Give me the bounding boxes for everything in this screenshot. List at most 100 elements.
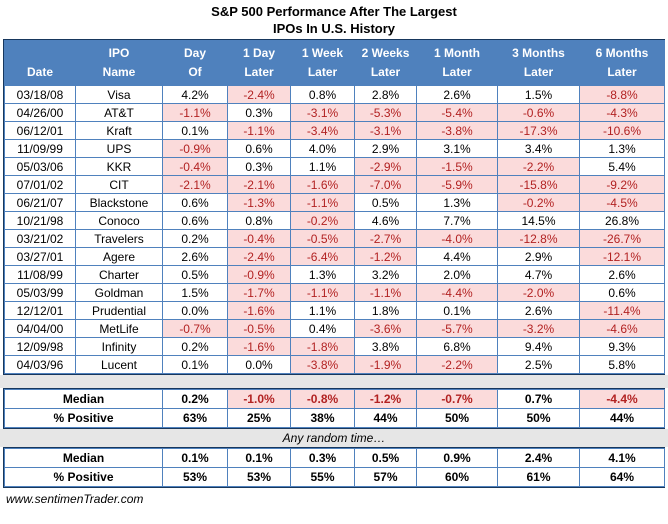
date-cell: 05/03/06 (4, 157, 76, 176)
col-header-3-months: 3 Months Later (497, 40, 580, 86)
value-cell: -3.6% (354, 319, 417, 338)
date-cell: 12/12/01 (4, 301, 76, 320)
table-row: 03/18/08 Visa 4.2% -2.4% 0.8% 2.8% 2.6% 1.5% -8.… (4, 85, 665, 104)
summary-value-cell: 0.3% (290, 448, 355, 468)
value-cell: 1.3% (579, 139, 665, 158)
date-cell: 04/26/00 (4, 103, 76, 122)
value-cell: 2.9% (497, 247, 580, 266)
summary-value-cell: 61% (497, 467, 580, 487)
table-row: 05/03/99 Goldman 1.5% -1.7% -1.1% -1.1% -4.4% -… (4, 283, 665, 302)
value-cell: -2.0% (497, 283, 580, 302)
date-cell: 10/21/98 (4, 211, 76, 230)
ipo-name-cell: UPS (75, 139, 163, 158)
value-cell: -2.1% (227, 175, 291, 194)
table-row: 11/08/99 Charter 0.5% -0.9% 1.3% 3.2% 2.0% 4.7%… (4, 265, 665, 284)
ipo-name-cell: Kraft (75, 121, 163, 140)
col-header-1-month: 1 Month Later (416, 40, 498, 86)
col-header-6-months: 6 Months Later (579, 40, 665, 86)
value-cell: -1.6% (227, 301, 291, 320)
value-cell: 1.3% (290, 265, 355, 284)
value-cell: -1.7% (227, 283, 291, 302)
value-cell: 1.1% (290, 301, 355, 320)
date-cell: 07/01/02 (4, 175, 76, 194)
summary-value-cell: 53% (227, 467, 291, 487)
value-cell: -5.3% (354, 103, 417, 122)
summary-value-cell: -1.0% (227, 389, 291, 409)
value-cell: 0.1% (162, 121, 228, 140)
value-cell: 0.0% (162, 301, 228, 320)
value-cell: -10.6% (579, 121, 665, 140)
summary-value-cell: 57% (354, 467, 417, 487)
ipo-name-cell: Blackstone (75, 193, 163, 212)
value-cell: -4.6% (579, 319, 665, 338)
value-cell: -1.1% (290, 283, 355, 302)
value-cell: -15.8% (497, 175, 580, 194)
col-header-day-of: Day Of (162, 40, 228, 86)
value-cell: -3.2% (497, 319, 580, 338)
value-cell: -1.1% (290, 193, 355, 212)
ipo-name-cell: Prudential (75, 301, 163, 320)
ipo-name-cell: MetLife (75, 319, 163, 338)
table-row: 10/21/98 Conoco 0.6% 0.8% -0.2% 4.6% 7.7% 14.5%… (4, 211, 665, 230)
value-cell: 0.1% (416, 301, 498, 320)
summary-value-cell: 25% (227, 408, 291, 428)
value-cell: 1.3% (416, 193, 498, 212)
table-row: 03/21/02 Travelers 0.2% -0.4% -0.5% -2.7% -4.0… (4, 229, 665, 248)
value-cell: 0.2% (162, 229, 228, 248)
value-cell: 9.3% (579, 337, 665, 356)
value-cell: -4.3% (579, 103, 665, 122)
date-cell: 04/03/96 (4, 355, 76, 374)
value-cell: -4.0% (416, 229, 498, 248)
value-cell: 0.6% (162, 193, 228, 212)
summary-value-cell: 2.4% (497, 448, 580, 468)
summary-value-cell: 50% (497, 408, 580, 428)
summary-value-cell: 44% (579, 408, 665, 428)
summary-label-cell: % Positive (4, 408, 163, 428)
date-cell: 03/18/08 (4, 85, 76, 104)
ipo-name-cell: Travelers (75, 229, 163, 248)
table-row: 04/03/96 Lucent 0.1% 0.0% -3.8% -1.9% -2.2% 2.5… (4, 355, 665, 374)
value-cell: 3.4% (497, 139, 580, 158)
summary-value-cell: 44% (354, 408, 417, 428)
summary-value-cell: 0.2% (162, 389, 228, 409)
date-cell: 05/03/99 (4, 283, 76, 302)
value-cell: 0.0% (227, 355, 291, 374)
value-cell: 0.8% (227, 211, 291, 230)
value-cell: -6.4% (290, 247, 355, 266)
page-title-line1: S&P 500 Performance After The Largest (211, 4, 457, 19)
value-cell: 6.8% (416, 337, 498, 356)
summary-row: % Positive 63% 25% 38% 44% 50% 50% 44% (4, 408, 665, 428)
col-header-1-week: 1 Week Later (290, 40, 355, 86)
value-cell: -2.2% (416, 355, 498, 374)
value-cell: -8.8% (579, 85, 665, 104)
summary-value-cell: 0.1% (227, 448, 291, 468)
table-row: 05/03/06 KKR -0.4% 0.3% 1.1% -2.9% -1.5% -2.2% 5… (4, 157, 665, 176)
summary-label-cell: Median (4, 448, 163, 468)
page-title: S&P 500 Performance After The Largest IP… (0, 0, 668, 37)
ipo-name-cell: KKR (75, 157, 163, 176)
ipo-name-cell: Infinity (75, 337, 163, 356)
ipo-name-cell: Lucent (75, 355, 163, 374)
value-cell: -1.9% (354, 355, 417, 374)
summary-value-cell: -1.2% (354, 389, 417, 409)
value-cell: 0.6% (162, 211, 228, 230)
value-cell: -3.1% (290, 103, 355, 122)
value-cell: -5.9% (416, 175, 498, 194)
date-cell: 06/12/01 (4, 121, 76, 140)
summary-value-cell: 55% (290, 467, 355, 487)
table-row: 07/01/02 CIT -2.1% -2.1% -1.6% -7.0% -5.9% -15.… (4, 175, 665, 194)
col-header-date: Date (4, 40, 76, 86)
date-cell: 04/04/00 (4, 319, 76, 338)
date-cell: 11/09/99 (4, 139, 76, 158)
value-cell: 0.8% (290, 85, 355, 104)
value-cell: -5.7% (416, 319, 498, 338)
value-cell: -1.1% (354, 283, 417, 302)
value-cell: -0.7% (162, 319, 228, 338)
value-cell: 9.4% (497, 337, 580, 356)
value-cell: 7.7% (416, 211, 498, 230)
table-row: 06/12/01 Kraft 0.1% -1.1% -3.4% -3.1% -3.8% -17… (4, 121, 665, 140)
value-cell: 0.6% (579, 283, 665, 302)
value-cell: -12.8% (497, 229, 580, 248)
value-cell: 0.5% (354, 193, 417, 212)
summary-row: % Positive 53% 53% 55% 57% 60% 61% 64% (4, 467, 665, 487)
